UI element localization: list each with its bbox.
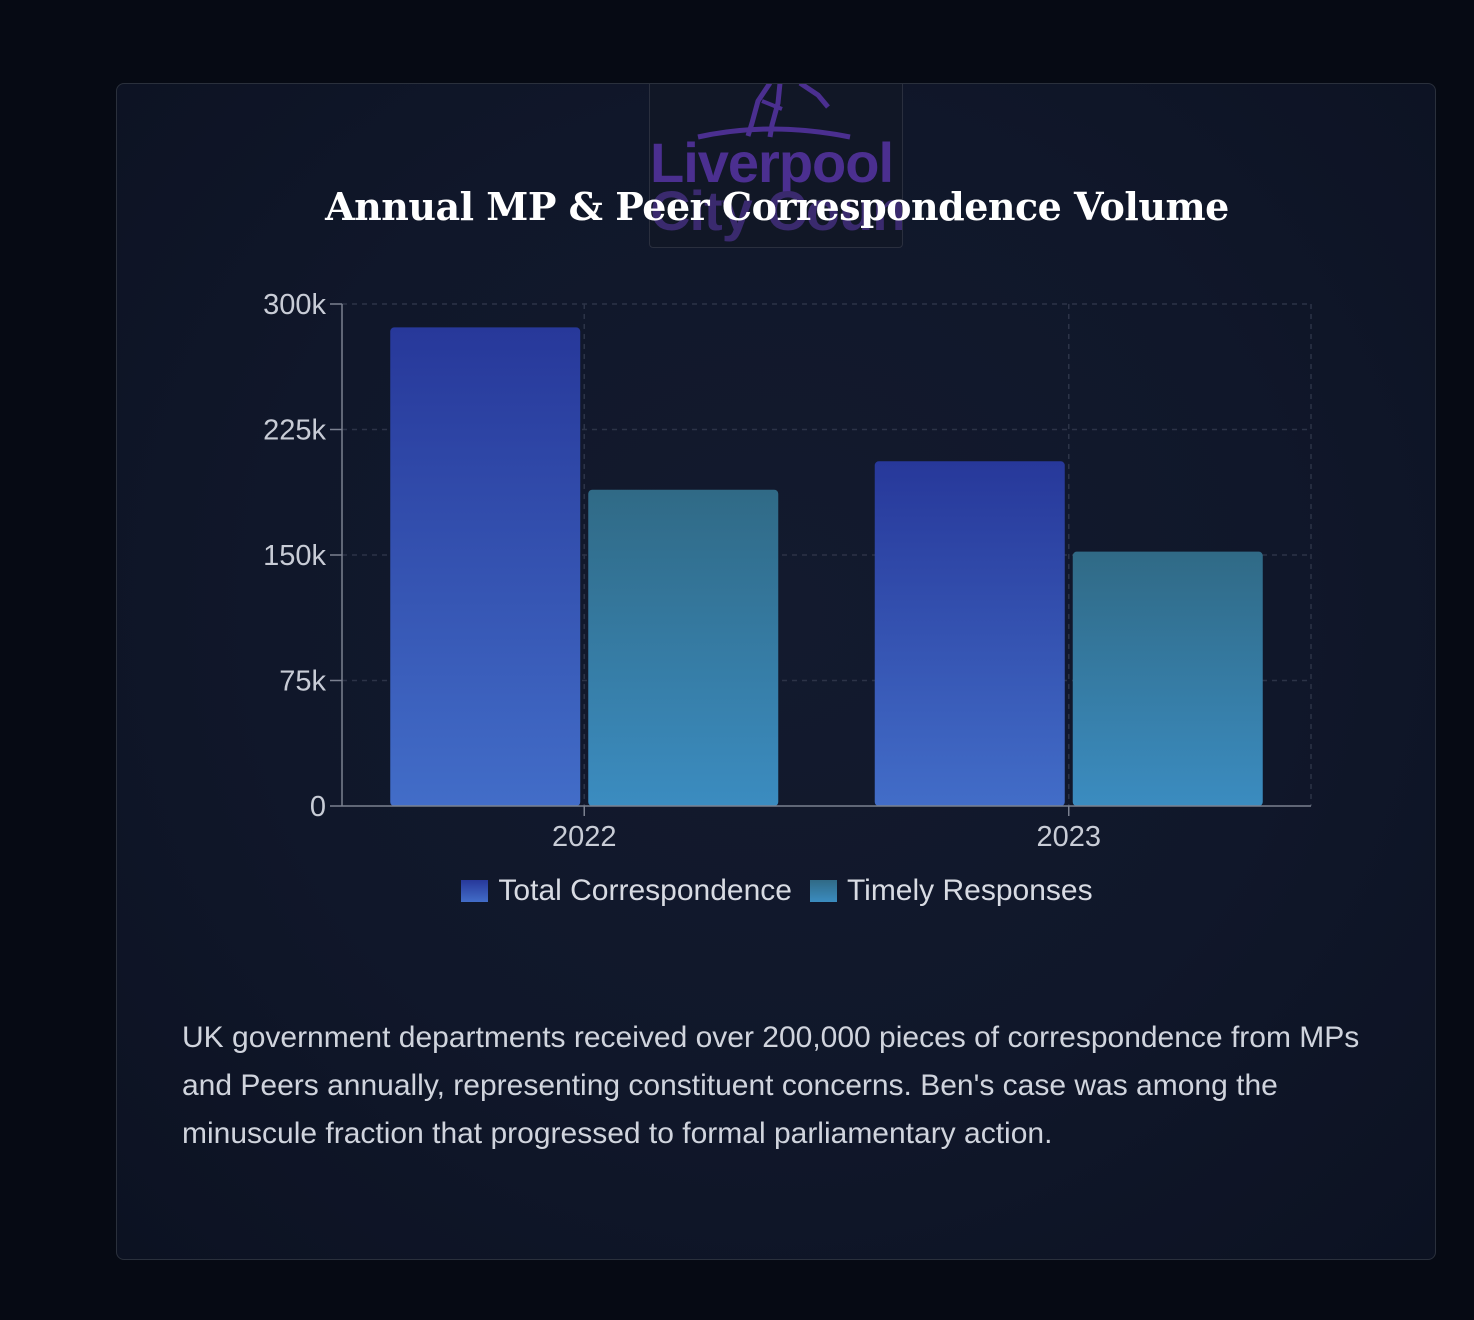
bar-chart: 0 75k 150k 225k 300k 2022 2023 (263, 289, 1312, 853)
legend-label-timely: Timely Responses (846, 874, 1093, 907)
chart-legend: Total Correspondence Timely Responses (117, 874, 1435, 908)
legend-swatch-total (461, 880, 489, 902)
legend-swatch-timely (809, 880, 837, 902)
chart-card: Liverpool City Council Annual MP & Peer … (116, 83, 1436, 1260)
axis-layer: 0 75k 150k 225k 300k 2022 2023 (263, 289, 1311, 853)
x-tick-label: 2023 (1036, 821, 1101, 853)
liver-bird-icon (697, 84, 851, 140)
chart-title: Annual MP & Peer Correspondence Volume (325, 184, 1229, 229)
logo-line-1: Liverpool (650, 131, 894, 194)
bar-timely-responses-2022[interactable] (588, 489, 779, 806)
y-tick-label: 225k (263, 415, 326, 447)
description-text: UK government departments received over … (182, 1021, 1360, 1150)
bar-total-correspondence-2022[interactable] (390, 327, 581, 806)
logo-text: Liverpool City Council (650, 135, 903, 242)
bar-timely-responses-2023[interactable] (1072, 551, 1263, 806)
y-tick-label: 0 (310, 791, 326, 823)
y-tick-label: 75k (279, 666, 326, 698)
y-tick-label: 150k (263, 540, 326, 572)
council-logo: Liverpool City Council (649, 84, 903, 248)
logo-line-2: City Council (650, 179, 903, 242)
y-tick-label: 300k (263, 289, 326, 321)
legend-item-total[interactable]: Total Correspondence (461, 874, 792, 908)
bar-total-correspondence-2023[interactable] (874, 461, 1065, 806)
legend-item-timely[interactable]: Timely Responses (809, 874, 1093, 908)
x-tick-label: 2022 (552, 821, 617, 853)
bars-layer (390, 327, 1263, 806)
legend-label-total: Total Correspondence (498, 874, 792, 907)
